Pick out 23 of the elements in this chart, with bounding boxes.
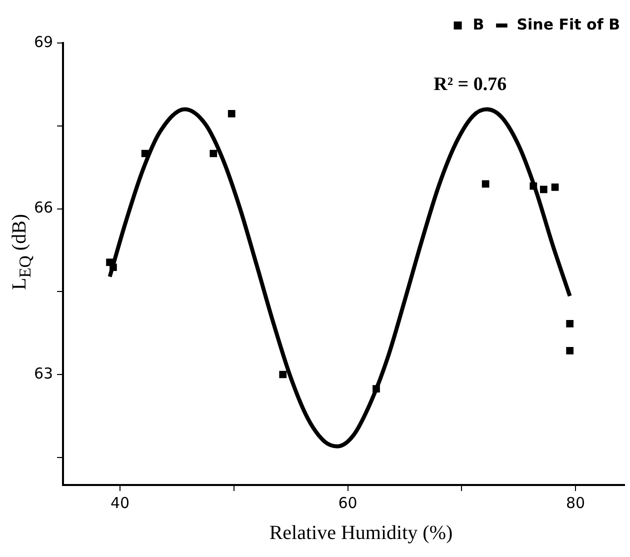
x-tick-label: 60	[338, 494, 358, 512]
point	[566, 347, 574, 354]
legend-label: B	[472, 15, 484, 34]
point	[566, 320, 574, 328]
point	[482, 180, 490, 188]
point	[279, 370, 287, 378]
point	[540, 186, 548, 194]
annotation: R² = 0.76	[434, 74, 507, 95]
x-axis-title: Relative Humidity (%)	[268, 522, 454, 545]
point	[228, 110, 236, 118]
point	[210, 150, 218, 158]
point	[141, 150, 149, 158]
point	[551, 184, 559, 191]
line-series	[108, 107, 572, 448]
x-tick-label: 40	[110, 494, 130, 512]
y-tick-label: 63	[34, 364, 54, 382]
x-tick-label: 80	[566, 494, 586, 512]
point	[372, 385, 380, 393]
y-tick-label: 66	[34, 198, 54, 217]
point	[530, 182, 538, 190]
y-tick-label: 69	[34, 32, 54, 51]
point	[110, 264, 117, 271]
legend-label: Sine Fit of B	[516, 15, 620, 34]
